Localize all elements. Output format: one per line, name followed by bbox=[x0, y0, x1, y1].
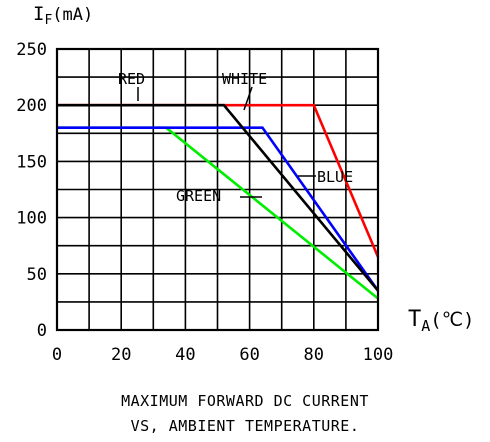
y-tick-labels: 0 50 100 150 200 250 bbox=[16, 40, 47, 341]
series-line-blue bbox=[57, 126, 380, 292]
y-tick-label: 100 bbox=[16, 209, 47, 229]
x-tick-label: 40 bbox=[175, 345, 195, 365]
x-tick-label: 100 bbox=[363, 345, 394, 365]
series-label-leader bbox=[243, 86, 253, 111]
y-axis-title: IF(mA) bbox=[33, 3, 93, 28]
x-tick-labels: 0 20 40 60 80 100 bbox=[52, 345, 393, 365]
chart: 0 50 100 150 200 250 0 20 40 60 80 100 RED WHITE BLU… bbox=[16, 3, 475, 365]
plot-border bbox=[55, 47, 380, 332]
x-tick-label: 60 bbox=[239, 345, 259, 365]
y-tick-label: 150 bbox=[16, 152, 47, 172]
x-tick-label: 20 bbox=[111, 345, 131, 365]
y-tick-label: 50 bbox=[27, 265, 47, 285]
y-tick-label: 250 bbox=[16, 40, 47, 60]
series-label-red: RED bbox=[118, 70, 145, 88]
series-label-green: GREEN bbox=[176, 187, 221, 205]
y-tick-label: 200 bbox=[16, 96, 47, 116]
chart-subtitle: VS, AMBIENT TEMPERATURE. bbox=[130, 417, 360, 435]
series-label-blue: BLUE bbox=[317, 168, 353, 186]
plot-frame bbox=[55, 47, 380, 332]
series-label-white: WHITE bbox=[222, 70, 267, 88]
y-tick-label: 0 bbox=[37, 321, 47, 341]
x-axis-title: TA(℃) bbox=[408, 307, 475, 335]
x-tick-label: 80 bbox=[304, 345, 324, 365]
series-labels: RED WHITE BLUE GREEN bbox=[118, 70, 353, 205]
x-tick-label: 0 bbox=[52, 345, 62, 365]
series-line-white bbox=[57, 103, 379, 292]
series-lines bbox=[57, 103, 380, 300]
chart-title: MAXIMUM FORWARD DC CURRENT bbox=[121, 392, 369, 410]
